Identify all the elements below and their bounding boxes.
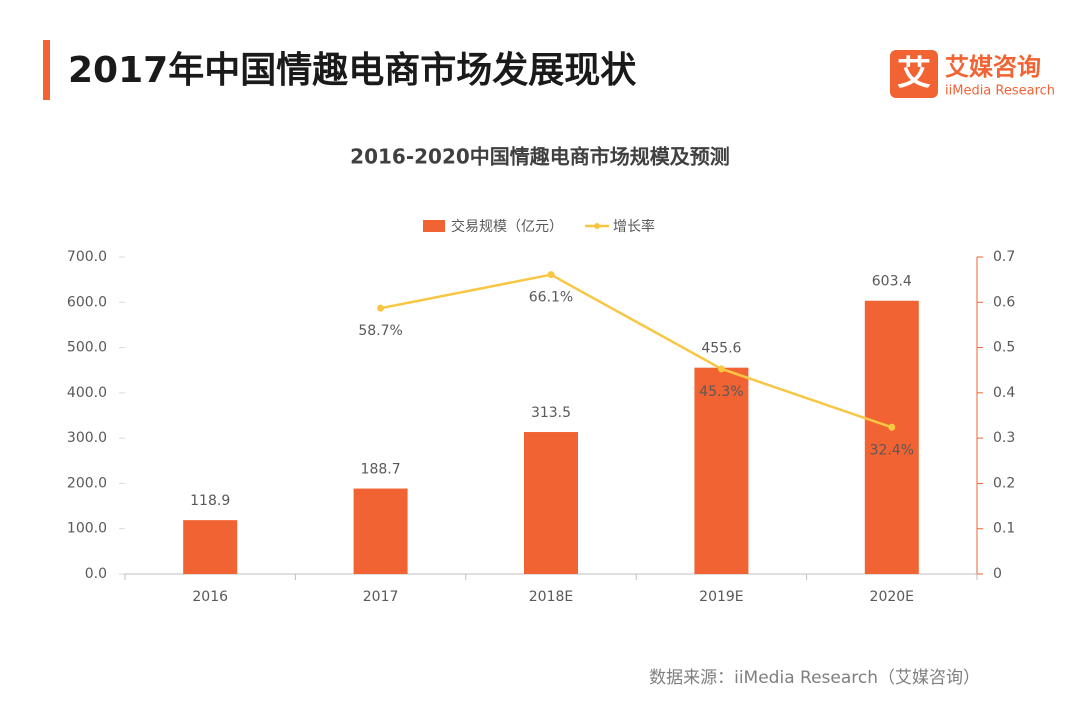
y2-tick-label: 0.3 — [993, 430, 1015, 446]
page-title: 2017年中国情趣电商市场发展现状 — [68, 50, 637, 91]
source: 数据来源：iiMedia Research（艾媒咨询） — [649, 668, 980, 688]
y2-tick-label: 0.4 — [993, 385, 1015, 401]
line-point — [888, 423, 896, 431]
growth-line — [380, 273, 893, 429]
bar-label: 603.4 — [872, 274, 912, 290]
y-tick-label: 300.0 — [67, 430, 107, 446]
brand-en: iiMedia Research — [945, 84, 1055, 99]
y2-tick-label: 0.7 — [993, 249, 1015, 265]
y-tick-label: 200.0 — [67, 475, 107, 491]
y2-tick-label: 0.6 — [993, 294, 1015, 310]
logo-box — [890, 50, 938, 98]
line-point — [717, 365, 725, 373]
line-label: 45.3% — [699, 384, 743, 400]
line-label: 58.7% — [358, 323, 402, 339]
y-tick-label: 400.0 — [67, 385, 107, 401]
legend-label: 交易规模（亿元） — [451, 218, 563, 235]
line-label: 32.4% — [870, 442, 914, 458]
bar-label: 455.6 — [701, 341, 741, 357]
bar — [353, 488, 408, 574]
logo-char: 艾 — [897, 54, 931, 94]
bar-label: 188.7 — [361, 462, 401, 478]
y-tick-label: 500.0 — [67, 340, 107, 356]
y2-tick-label: 0.2 — [993, 475, 1015, 491]
y-tick-label: 700.0 — [67, 249, 107, 265]
legend-label: 增长率 — [613, 218, 655, 235]
legend-swatch — [423, 220, 445, 232]
x-tick-label: 2016 — [192, 589, 228, 605]
chart-title: 2016-2020中国情趣电商市场规模及预测 — [350, 145, 730, 169]
bar — [183, 520, 238, 574]
y-tick-label: 600.0 — [67, 294, 107, 310]
line-label: 66.1% — [529, 290, 573, 306]
line-point — [547, 271, 555, 279]
legend-swatch — [594, 223, 600, 229]
line-point — [377, 304, 385, 312]
brand: 艾媒咨询 — [945, 53, 1041, 81]
y2-tick-label: 0.5 — [993, 340, 1015, 356]
bar — [524, 432, 578, 574]
y-tick-label: 100.0 — [67, 521, 107, 537]
bar — [694, 367, 749, 574]
bar — [864, 300, 919, 574]
bar-label: 118.9 — [190, 493, 230, 509]
y2-tick-label: 0.1 — [993, 521, 1015, 537]
header-accent — [43, 40, 50, 100]
y2-tick-label: 0 — [993, 566, 1002, 582]
x-tick-label: 2019E — [699, 589, 743, 605]
x-tick-label: 2020E — [870, 589, 914, 605]
bar-label: 313.5 — [531, 405, 571, 421]
x-tick-label: 2017 — [363, 589, 399, 605]
x-tick-label: 2018E — [529, 589, 573, 605]
y-tick-label: 0.0 — [85, 566, 107, 582]
